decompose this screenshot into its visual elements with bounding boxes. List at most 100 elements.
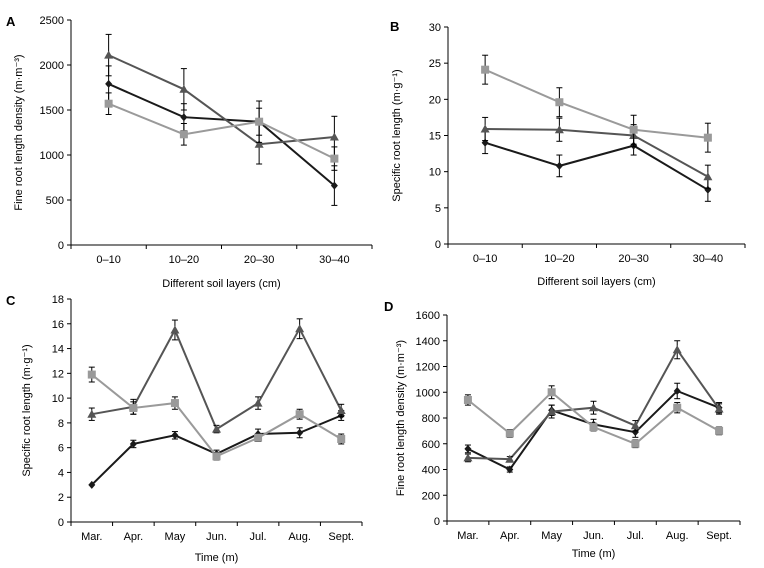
panel-d-x-tick-label: Sept.: [706, 530, 732, 542]
panel-b-series-line: [484, 141, 709, 191]
panel-b-y-axis-label: Specific root length (m·g⁻¹): [391, 69, 403, 201]
panel-b-letter: B: [390, 19, 399, 34]
panel-c-point: [171, 431, 179, 440]
panel-b-y-tick-label: 5: [435, 203, 441, 215]
panel-a-point: [179, 130, 188, 139]
panel-a-y-tick-label: 2000: [40, 60, 64, 72]
panel-a-series-diamond: [105, 65, 338, 206]
panel-b-series-line: [484, 68, 709, 139]
panel-d-point: [631, 439, 640, 448]
panel-d-x-tick-label: Mar.: [457, 530, 478, 542]
panel-c-point: [212, 452, 221, 461]
panel-d-point: [630, 421, 640, 430]
panel-c-x-tick-label: Aug.: [288, 531, 311, 543]
panel-a-point: [254, 139, 264, 148]
panel-b: B 0 5 10 15 20 25 30 0–10 10–20 20–30 30–40 Differe…: [390, 19, 746, 288]
panel-b-point: [555, 161, 563, 170]
panel-c-point: [170, 399, 179, 408]
panel-d-point: [673, 386, 681, 395]
panel-d-y-tick-label: 600: [422, 439, 440, 451]
panel-d-x-tick-label: Jul.: [627, 530, 644, 542]
panel-b-y-tick-label: 15: [429, 131, 441, 143]
panel-d-point: [714, 404, 724, 413]
panel-a-point: [330, 154, 339, 163]
panel-a-y-tick-label: 500: [46, 195, 64, 207]
panel-b-y-tick-label: 20: [429, 94, 441, 106]
panel-d-point: [463, 453, 473, 462]
panel-c-point: [88, 480, 96, 489]
panel-a-point: [180, 113, 188, 122]
panel-a-x-tick-label: 0–10: [96, 254, 120, 266]
panel-d-series-square: [463, 385, 724, 449]
panel-c-y-tick-label: 12: [52, 368, 64, 380]
panel-c-point: [170, 325, 180, 334]
panel-d-y-tick-label: 400: [422, 465, 440, 477]
panel-b-point: [704, 185, 712, 194]
panel-d-letter: D: [384, 299, 393, 314]
panel-a-point: [104, 99, 113, 108]
panel-c-y-tick-label: 2: [58, 492, 64, 504]
panel-d-point: [464, 444, 472, 453]
panel-b-point: [555, 98, 564, 107]
panel-a-series-line: [108, 82, 336, 187]
panel-a-point: [329, 132, 339, 141]
panel-d-series-line: [467, 390, 720, 445]
panel-c-series-line: [91, 373, 342, 458]
panel-c-x-tick-label: Mar.: [81, 531, 102, 543]
panel-b-point: [554, 125, 564, 134]
panel-d-y-tick-label: 0: [434, 516, 440, 528]
panel-b-point: [480, 124, 490, 133]
panel-c-x-tick-label: May: [165, 531, 186, 543]
panel-c-x-tick-label: Jun.: [206, 531, 227, 543]
panel-d-point: [631, 428, 639, 437]
panel-d: D 0 200 400 600 800 1000 1200 1400 1600 Mar. Apr. M…: [384, 299, 741, 560]
panel-c-x-tick-label: Sept.: [328, 531, 354, 543]
panel-c-point: [253, 398, 263, 407]
panel-a-letter: A: [6, 14, 16, 29]
panel-b-y-tick-label: 0: [435, 239, 441, 251]
panel-c-y-tick-label: 10: [52, 393, 64, 405]
panel-c-point: [129, 439, 137, 448]
panel-a-series-line: [108, 102, 335, 160]
panel-c-point: [254, 433, 263, 442]
panel-c-y-tick-label: 16: [52, 319, 64, 331]
panel-b-y-tick-label: 10: [429, 167, 441, 179]
panel-b-point: [703, 172, 713, 181]
panel-b-point: [481, 65, 490, 74]
panel-c-point: [295, 410, 304, 419]
panel-c-x-tick-label: Apr.: [124, 531, 144, 543]
panel-d-x-tick-label: Apr.: [500, 530, 520, 542]
panel-d-y-tick-label: 1000: [416, 387, 440, 399]
panel-a-y-tick-label: 1000: [40, 150, 64, 162]
panel-c-point: [212, 424, 221, 433]
panel-a-y-tick-label: 1500: [40, 105, 64, 117]
panel-b-point: [629, 125, 638, 134]
panel-d-point: [547, 388, 556, 397]
panel-b-x-tick-label: 20–30: [618, 253, 649, 265]
panel-a-y-tick-label: 0: [58, 240, 64, 252]
panel-d-y-axis-label: Fine root length density (m·m⁻³): [395, 340, 407, 496]
panel-a-y-tick-label: 2500: [40, 15, 64, 27]
panel-c-y-tick-label: 4: [58, 467, 64, 479]
panel-c-point: [296, 428, 304, 437]
panel-a-x-axis-label: Different soil layers (cm): [162, 278, 280, 290]
panel-a-x-tick-label: 20–30: [244, 254, 275, 266]
panel-a: A 0 500 1000 1500 2000 2500 0–10 10–20 20–30 30–4…: [6, 14, 373, 290]
panel-a-x-tick-label: 10–20: [169, 254, 200, 266]
panel-c-y-tick-label: 0: [58, 517, 64, 529]
panel-b-x-tick-label: 0–10: [473, 253, 497, 265]
panel-c-point: [87, 409, 97, 418]
panel-d-point: [506, 465, 514, 474]
panel-d-x-tick-label: May: [541, 530, 562, 542]
panel-d-point: [673, 403, 682, 412]
panel-b-series-diamond: [481, 131, 712, 202]
panel-c-point: [337, 434, 346, 443]
panel-c-point: [87, 370, 96, 379]
panel-d-point: [505, 454, 515, 463]
panel-b-y-tick-label: 25: [429, 58, 441, 70]
panel-c-series-square: [87, 366, 346, 461]
panel-c-y-tick-label: 6: [58, 443, 64, 455]
panel-c-point: [129, 404, 138, 413]
panel-a-point: [330, 181, 338, 190]
panel-d-point: [589, 423, 598, 432]
